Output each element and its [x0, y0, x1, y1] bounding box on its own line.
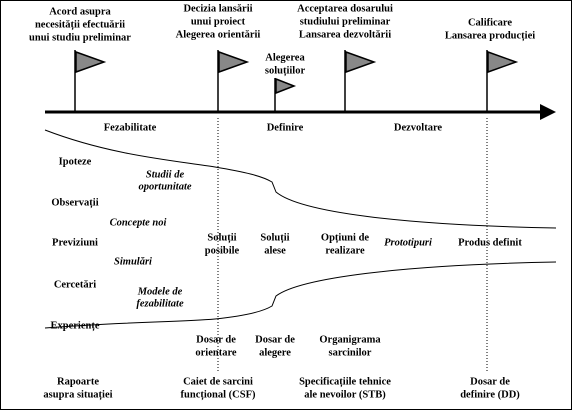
activity-label: fezabilitate — [136, 298, 184, 309]
milestone-label: Acord asupra — [49, 6, 111, 17]
milestone-label: Lansarea dezvoltării — [299, 29, 391, 40]
result-label: Produs definit — [458, 237, 522, 248]
milestone-label: Decizia lansării — [183, 3, 252, 14]
dossier-label: Dosar de — [196, 334, 236, 345]
result-label: alese — [264, 245, 286, 256]
milestone-label: necesității efectuării — [35, 19, 125, 30]
document-label: Caiet de sarcini — [183, 376, 253, 387]
activity-label: Simulări — [114, 256, 152, 267]
lower-curve — [44, 261, 557, 329]
document-label: definire (DD) — [460, 389, 520, 400]
milestone-label: Calificare — [468, 17, 512, 28]
activity-label: Concepte noi — [110, 217, 167, 228]
phase-dividers — [217, 118, 488, 372]
upper-curve — [44, 129, 557, 229]
milestone-label: Lansarea producției — [445, 30, 535, 41]
milestone-label: Alegerea orientării — [176, 29, 261, 40]
milestone-label: studiului preliminar — [300, 16, 391, 27]
input-label: Cercetări — [54, 279, 96, 290]
milestone-label: soluțiilor — [265, 65, 306, 76]
timeline — [45, 104, 556, 120]
result-label: posibile — [205, 245, 240, 256]
phase-label: Fezabilitate — [104, 122, 157, 133]
dossier-label: Dosar de — [255, 334, 295, 345]
activity-label: Studii de — [146, 169, 185, 180]
milestone-label: Alegerea — [265, 52, 305, 63]
result-label: realizare — [325, 245, 365, 256]
dossier-label: Organigrama — [319, 334, 381, 345]
milestone-label: Acceptarea dosarului — [297, 3, 393, 14]
input-label: Previziuni — [52, 237, 98, 248]
result-label: Soluții — [260, 232, 289, 243]
document-label: Dosar de — [470, 376, 510, 387]
labels: Acord asupra necesității efectuării unui s… — [29, 3, 535, 400]
document-label: asupra situației — [43, 389, 112, 400]
dossier-label: orientare — [195, 347, 237, 358]
dossier-label: sarcinilor — [329, 347, 372, 358]
phase-label: Definire — [267, 122, 304, 133]
document-label: ale nevoilor (STB) — [304, 389, 386, 400]
document-label: Rapoarte — [57, 376, 99, 387]
result-label: Prototipuri — [384, 237, 432, 248]
dossier-label: alegere — [259, 347, 291, 358]
activity-label: Modele de — [137, 286, 183, 297]
input-label: Experiențe — [51, 320, 100, 331]
input-label: Observații — [51, 197, 98, 208]
document-label: Specificațiile tehnice — [299, 376, 391, 387]
flags — [74, 50, 519, 112]
input-label: Ipoteze — [59, 156, 92, 167]
result-label: Opțiuni de — [321, 232, 369, 243]
document-label: funcțional (CSF) — [181, 389, 256, 400]
milestone-label: unui proiect — [191, 16, 246, 27]
phase-label: Dezvoltare — [394, 122, 443, 133]
milestone-label: unui studiu preliminar — [29, 32, 131, 43]
activity-label: oportunitate — [138, 181, 191, 192]
result-label: Soluții — [207, 232, 236, 243]
